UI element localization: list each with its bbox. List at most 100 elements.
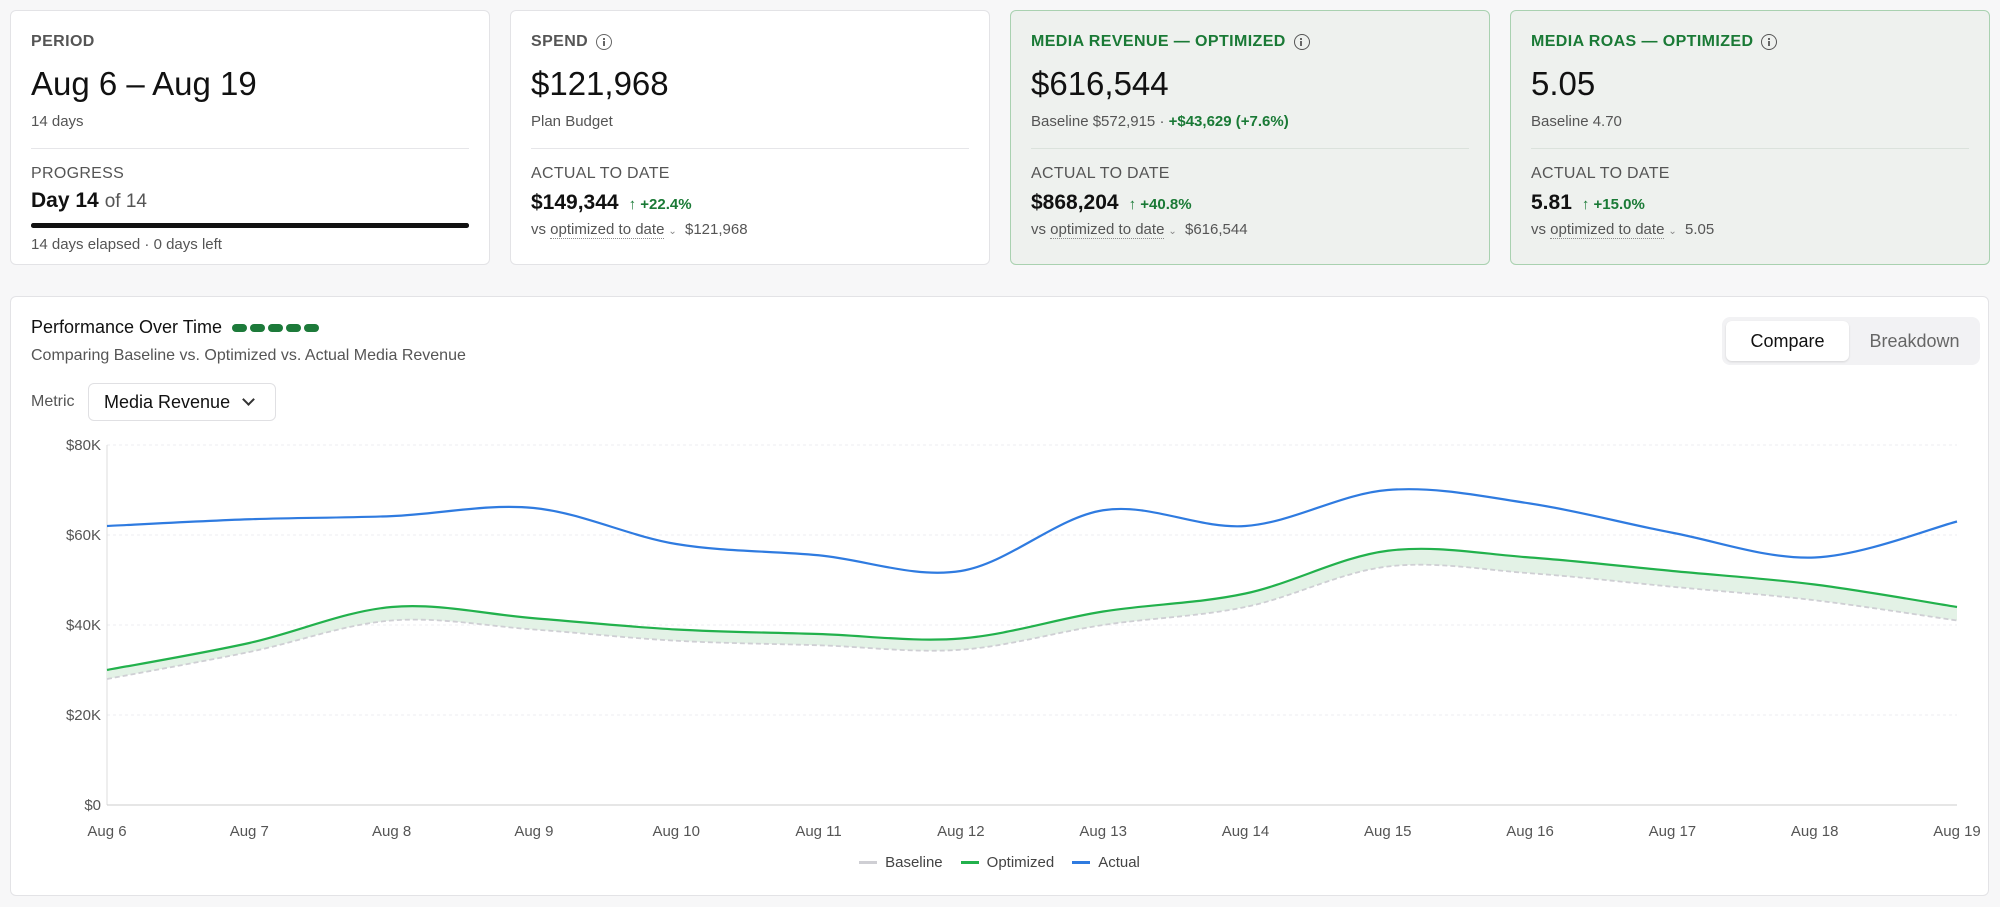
spend-actual-label: ACTUAL TO DATE xyxy=(531,165,670,182)
chevron-down-icon[interactable]: ⌄ xyxy=(1668,226,1677,237)
x-tick-label: Aug 6 xyxy=(87,823,126,840)
view-toggle: Compare Breakdown xyxy=(1722,317,1980,365)
media-revenue-label-row: MEDIA REVENUE — OPTIMIZED xyxy=(1031,31,1469,53)
loading-indicator-icon xyxy=(232,323,320,332)
media-roas-actual-row: 5.81 ↑ +15.0% xyxy=(1531,191,1969,215)
x-tick-label: Aug 19 xyxy=(1933,823,1981,840)
info-icon[interactable] xyxy=(596,34,613,50)
optimized-uplift-area xyxy=(107,548,1957,679)
y-tick-label: $20K xyxy=(66,707,101,724)
divider xyxy=(1031,148,1469,149)
legend-item-baseline[interactable]: Baseline xyxy=(859,854,943,871)
progress-day: Day 14 xyxy=(31,189,99,212)
legend-label: Optimized xyxy=(986,854,1055,871)
legend-label: Baseline xyxy=(885,854,943,871)
breakdown-button[interactable]: Breakdown xyxy=(1869,330,1960,351)
legend-swatch xyxy=(859,861,878,864)
period-label: PERIOD xyxy=(31,33,95,50)
x-tick-label: Aug 9 xyxy=(514,823,553,840)
progress-day-row: Day 14 of 14 xyxy=(31,189,469,213)
progress-bar xyxy=(31,223,469,228)
x-tick-label: Aug 15 xyxy=(1364,823,1412,840)
spend-label: SPEND xyxy=(531,33,589,50)
info-icon[interactable] xyxy=(1293,34,1310,50)
divider xyxy=(31,148,469,149)
vs-prefix: vs xyxy=(1531,221,1546,238)
progress-label: PROGRESS xyxy=(31,165,125,182)
media-revenue-actual-value: $868,204 xyxy=(1031,191,1119,214)
media-roas-baseline: Baseline 4.70 xyxy=(1531,113,1622,130)
series-line-optimized xyxy=(106,547,1958,672)
media-revenue-gain: +$43,629 (+7.6%) xyxy=(1168,113,1289,130)
chart-legend: Baseline Optimized Actual xyxy=(11,854,1988,871)
x-tick-label: Aug 17 xyxy=(1649,823,1697,840)
line-chart: $0 $20K $40K $60K $80K Aug 6 Aug 7 Aug 8 Aug 9 Au… xyxy=(66,437,1981,840)
spend-actual-row: $149,344 ↑ +22.4% xyxy=(531,191,969,215)
series-line-baseline xyxy=(106,563,1958,680)
x-tick-label: Aug 13 xyxy=(1079,823,1127,840)
metric-dropdown-value: Media Revenue xyxy=(104,391,231,412)
performance-chart-card: Performance Over Time Comparing Baseline… xyxy=(10,296,1989,896)
x-tick-label: Aug 8 xyxy=(372,823,411,840)
y-tick-label: $40K xyxy=(66,617,101,634)
chevron-down-icon[interactable]: ⌄ xyxy=(1168,226,1177,237)
media-roas-card: MEDIA ROAS — OPTIMIZED 5.05 Baseline 4.7… xyxy=(1510,10,1990,265)
media-roas-actual-delta: ↑ +15.0% xyxy=(1581,196,1645,213)
media-roas-vs-row: vs optimized to date ⌄ 5.05 xyxy=(1531,221,1969,241)
metric-label: Metric xyxy=(31,393,75,410)
legend-swatch xyxy=(1072,861,1091,864)
spend-label-row: SPEND xyxy=(531,31,969,53)
spend-actual-delta: ↑ +22.4% xyxy=(628,196,692,213)
chevron-down-icon[interactable]: ⌄ xyxy=(668,226,677,237)
spend-vs-row: vs optimized to date ⌄ $121,968 xyxy=(531,221,969,241)
x-tick-label: Aug 12 xyxy=(937,823,985,840)
media-revenue-actual-delta: ↑ +40.8% xyxy=(1128,196,1192,213)
divider xyxy=(1531,148,1969,149)
media-revenue-vs-row: vs optimized to date ⌄ $616,544 xyxy=(1031,221,1469,241)
progress-fill xyxy=(31,223,469,228)
legend-swatch xyxy=(960,861,979,864)
period-card: PERIOD Aug 6 – Aug 19 14 days PROGRESS D… xyxy=(10,10,490,265)
x-tick-label: Aug 14 xyxy=(1222,823,1270,840)
y-tick-label: $0 xyxy=(84,797,101,814)
spend-actual-value: $149,344 xyxy=(531,191,619,214)
info-icon[interactable] xyxy=(1761,34,1778,50)
y-tick-label: $80K xyxy=(66,437,101,454)
x-tick-label: Aug 11 xyxy=(795,823,841,840)
spend-card: SPEND $121,968 Plan Budget ACTUAL TO DAT… xyxy=(510,10,990,265)
media-roas-actual-value: 5.81 xyxy=(1531,191,1572,214)
x-tick-label: Aug 18 xyxy=(1791,823,1839,840)
legend-label: Actual xyxy=(1098,854,1140,871)
x-tick-label: Aug 7 xyxy=(230,823,269,840)
legend-item-optimized[interactable]: Optimized xyxy=(960,854,1055,871)
vs-value: $616,544 xyxy=(1184,221,1248,238)
vs-dropdown[interactable]: optimized to date xyxy=(550,221,665,239)
compare-button[interactable]: Compare xyxy=(1726,321,1849,361)
vs-dropdown[interactable]: optimized to date xyxy=(1550,221,1665,239)
vs-value: $121,968 xyxy=(684,221,748,238)
metric-dropdown[interactable]: Media Revenue xyxy=(88,383,276,421)
chart-subtitle: Comparing Baseline vs. Optimized vs. Act… xyxy=(31,347,466,364)
progress-elapsed: 14 days elapsed · 0 days left xyxy=(31,236,222,253)
period-days: 14 days xyxy=(31,113,84,130)
media-revenue-card: MEDIA REVENUE — OPTIMIZED $616,544 Basel… xyxy=(1010,10,1490,265)
media-revenue-baseline: Baseline $572,915 · xyxy=(1031,113,1165,130)
media-roas-value: 5.05 xyxy=(1531,65,1596,102)
vs-prefix: vs xyxy=(1031,221,1046,238)
x-tick-label: Aug 10 xyxy=(652,823,700,840)
media-roas-actual-label: ACTUAL TO DATE xyxy=(1531,165,1670,182)
media-revenue-actual-row: $868,204 ↑ +40.8% xyxy=(1031,191,1469,215)
y-tick-label: $60K xyxy=(66,527,101,544)
series-line-actual xyxy=(106,488,1958,574)
legend-item-actual[interactable]: Actual xyxy=(1072,854,1140,871)
media-revenue-baseline-row: Baseline $572,915 · +$43,629 (+7.6%) xyxy=(1031,113,1469,133)
spend-sub: Plan Budget xyxy=(531,113,613,130)
x-tick-label: Aug 16 xyxy=(1506,823,1554,840)
vs-prefix: vs xyxy=(531,221,546,238)
media-revenue-value: $616,544 xyxy=(1031,65,1169,102)
media-revenue-label: MEDIA REVENUE — OPTIMIZED xyxy=(1031,33,1286,50)
chart-title-row: Performance Over Time xyxy=(31,317,320,338)
media-revenue-actual-label: ACTUAL TO DATE xyxy=(1031,165,1170,182)
vs-dropdown[interactable]: optimized to date xyxy=(1050,221,1165,239)
vs-value: 5.05 xyxy=(1684,221,1715,238)
